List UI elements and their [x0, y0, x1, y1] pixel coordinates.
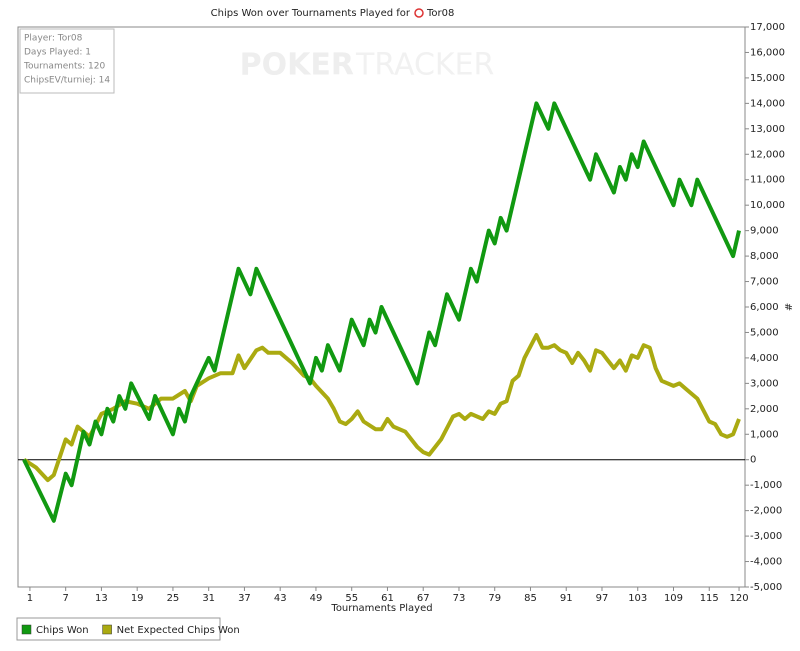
- y-tick-label: 6,000: [750, 302, 779, 313]
- y-tick-label: 14,000: [750, 98, 785, 109]
- player-name: Tor08: [426, 8, 454, 19]
- y-tick-label: -3,000: [750, 531, 782, 542]
- legend-label: Chips Won: [36, 625, 89, 636]
- x-tick-label: 49: [310, 593, 323, 604]
- x-tick-label: 55: [345, 593, 358, 604]
- y-tick-label: -4,000: [750, 557, 782, 568]
- x-tick-label: 91: [560, 593, 573, 604]
- y-tick-label: 7,000: [750, 277, 779, 288]
- player-icon: [414, 8, 424, 18]
- x-tick-label: 120: [729, 593, 748, 604]
- legend-swatch: [102, 624, 112, 635]
- y-tick-label: 13,000: [750, 124, 785, 135]
- x-tick-label: 115: [700, 593, 719, 604]
- x-tick-label: 109: [664, 593, 683, 604]
- x-tick-label: 85: [524, 593, 537, 604]
- info-line: Days Played: 1: [24, 48, 91, 58]
- x-tick-label: 103: [628, 593, 647, 604]
- legend-swatch: [21, 624, 32, 635]
- y-tick-label: 2,000: [750, 404, 779, 415]
- info-frame: [19, 28, 115, 94]
- y-tick-label: 4,000: [750, 353, 779, 364]
- series-line: [22, 333, 741, 483]
- y-tick-label: 9,000: [750, 226, 779, 237]
- x-tick-label: 43: [274, 593, 287, 604]
- x-tick-label: 31: [202, 593, 215, 604]
- watermark: POKER: [240, 48, 354, 83]
- y-tick-label: 10,000: [750, 200, 785, 211]
- x-tick-label: 73: [453, 593, 466, 604]
- y-tick-label: 16,000: [750, 47, 785, 58]
- x-tick-label: 79: [488, 593, 501, 604]
- x-tick-label: 61: [381, 593, 394, 604]
- y-tick-label: 11,000: [750, 175, 785, 186]
- info-box: Player: Tor08 Days Played: 1 Tournaments…: [19, 28, 115, 94]
- y-tick-label: 8,000: [750, 251, 779, 262]
- y-tick-label: 0: [750, 455, 756, 466]
- x-tick-label: 7: [62, 593, 68, 604]
- y-tick-label: -1,000: [750, 480, 782, 491]
- legend-label: Net Expected Chips Won: [117, 625, 240, 636]
- x-tick-label: 25: [167, 593, 180, 604]
- x-tick-label: 97: [596, 593, 609, 604]
- y-axis-label: #: [782, 303, 793, 311]
- y-tick-label: -2,000: [750, 506, 782, 517]
- chart-title: Chips Won over Tournaments Played for: [211, 8, 411, 19]
- info-line: ChipsEV/turniej: 14: [24, 76, 110, 86]
- x-tick-label: 19: [131, 593, 144, 604]
- x-tick-label: 37: [238, 593, 251, 604]
- watermark: TRACKER: [355, 48, 494, 83]
- x-tick-label: 13: [95, 593, 108, 604]
- legend: [16, 617, 221, 641]
- x-tick-label: 67: [417, 593, 430, 604]
- y-tick-label: 3,000: [750, 378, 779, 389]
- y-tick-label: 17,000: [750, 22, 785, 33]
- info-line: Tournaments: 120: [23, 62, 106, 72]
- x-axis-label: Tournaments Played: [330, 603, 432, 614]
- y-tick-label: 5,000: [750, 327, 779, 338]
- y-tick-label: 1,000: [750, 429, 779, 440]
- series-line: [22, 101, 741, 523]
- x-tick-label: 1: [27, 593, 33, 604]
- y-tick-label: 15,000: [750, 73, 785, 84]
- y-tick-label: 12,000: [750, 149, 785, 160]
- y-tick-label: -5,000: [750, 582, 782, 593]
- info-line: Player: Tor08: [24, 34, 83, 44]
